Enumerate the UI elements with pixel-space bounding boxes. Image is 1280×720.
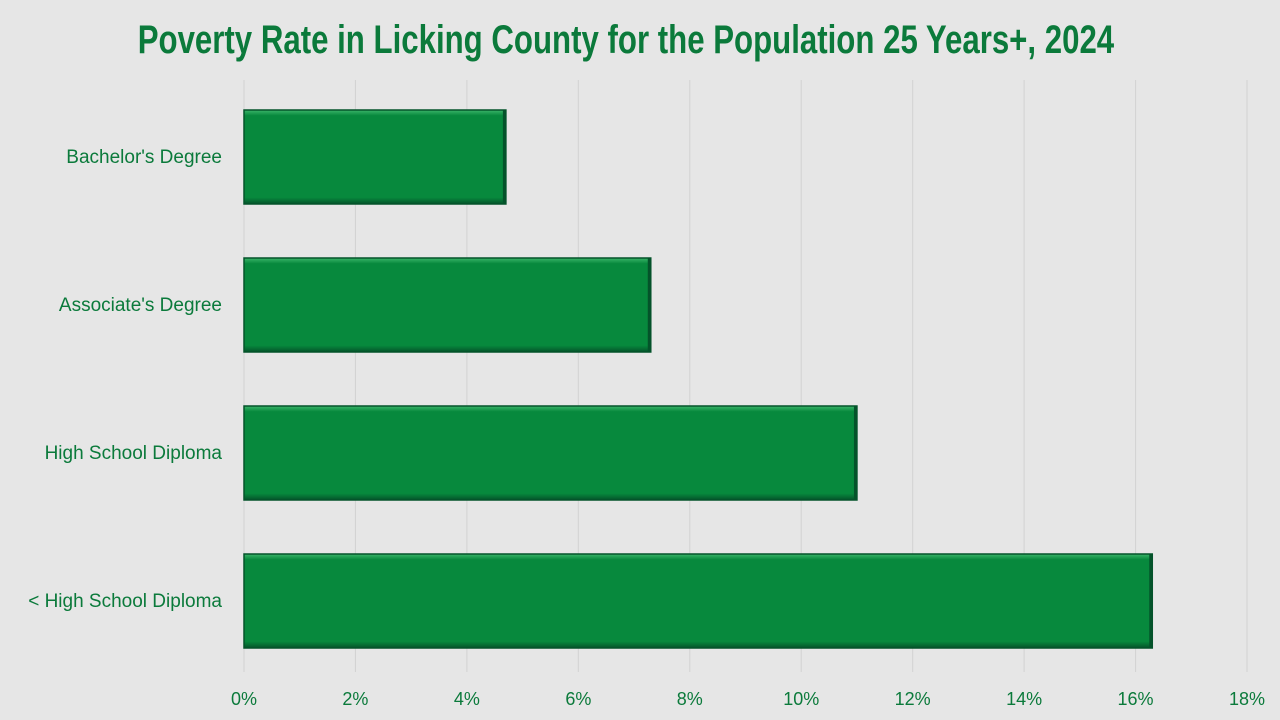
bar-edge (647, 258, 651, 352)
bar (243, 553, 1154, 649)
bar (243, 109, 507, 205)
x-tick-label: 2% (342, 689, 368, 709)
x-tick-label: 14% (1006, 689, 1042, 709)
bar (243, 257, 652, 353)
category-label: < High School Diploma (28, 591, 222, 612)
chart-title: Poverty Rate in Licking County for the P… (0, 18, 1252, 63)
x-tick-label: 10% (783, 689, 819, 709)
bar-edge (1149, 554, 1153, 648)
category-label: Bachelor's Degree (66, 147, 222, 168)
bar-edge (853, 406, 857, 500)
bar (243, 405, 858, 501)
x-tick-label: 12% (895, 689, 931, 709)
x-tick-label: 4% (454, 689, 480, 709)
bar-edge (502, 110, 506, 204)
x-tick-label: 18% (1229, 689, 1265, 709)
category-label: Associate's Degree (59, 295, 222, 316)
x-tick-label: 6% (565, 689, 591, 709)
x-tick-label: 8% (677, 689, 703, 709)
x-tick-label: 16% (1118, 689, 1154, 709)
category-label: High School Diploma (45, 443, 223, 464)
x-tick-label: 0% (231, 689, 257, 709)
chart-title-text: Poverty Rate in Licking County for the P… (137, 18, 1115, 62)
